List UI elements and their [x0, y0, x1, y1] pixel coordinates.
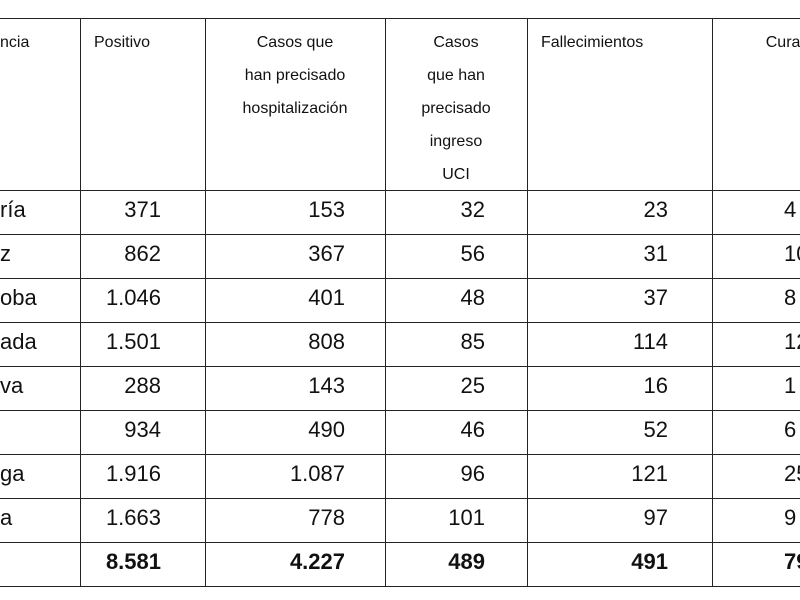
row-label: oba	[0, 285, 37, 310]
table-cell: 10	[784, 241, 800, 266]
table-cell: 143	[308, 373, 345, 398]
table-cell: 1	[784, 373, 797, 398]
row-border	[0, 278, 800, 279]
table-cell: 491	[631, 549, 668, 574]
table-cell: 12	[784, 329, 800, 354]
table-cell: 1.663	[105, 505, 161, 530]
table-cell: 4	[784, 197, 797, 222]
column-header: Fallecimientos	[541, 30, 726, 56]
table-cell: 101	[448, 505, 485, 530]
table-cell: 6	[784, 417, 797, 442]
table-cell: 96	[460, 461, 485, 486]
column-border	[712, 18, 713, 586]
table-cell: 56	[460, 241, 485, 266]
column-header: Curados	[712, 30, 800, 56]
table-cell: 1.501	[105, 329, 161, 354]
table-cell: 46	[460, 417, 485, 442]
table-cell: 31	[643, 241, 668, 266]
row-border	[0, 322, 800, 323]
table-cell: 367	[308, 241, 345, 266]
table-cell: 490	[308, 417, 345, 442]
table-cell: 489	[448, 549, 485, 574]
column-header: Casos que han precisado hospitalización	[205, 26, 385, 125]
row-label: z	[0, 241, 11, 266]
table-cell: 8	[784, 285, 797, 310]
table-cell: 85	[460, 329, 485, 354]
column-border	[385, 18, 386, 586]
row-label: ada	[0, 329, 37, 354]
row-border	[0, 542, 800, 543]
table-cell: 808	[308, 329, 345, 354]
table-cell: 48	[460, 285, 485, 310]
table-cell: 9	[784, 505, 797, 530]
table-cell: 371	[124, 197, 161, 222]
table-border	[0, 18, 800, 19]
column-border	[527, 18, 528, 586]
row-label: a	[0, 505, 13, 530]
header-line: Casos	[433, 34, 479, 51]
header-line: Curados	[765, 34, 800, 51]
header-line: que han	[427, 67, 485, 84]
table-cell: 52	[643, 417, 668, 442]
table-cell: 778	[308, 505, 345, 530]
row-label: ga	[0, 461, 25, 486]
table-cell: 121	[631, 461, 668, 486]
header-line: UCI	[442, 166, 470, 183]
table-cell: 25	[784, 461, 800, 486]
table-cell: 37	[643, 285, 668, 310]
column-border	[205, 18, 206, 586]
row-label: va	[0, 373, 24, 398]
header-line: ingreso	[429, 133, 483, 150]
table-cell: 153	[308, 197, 345, 222]
table-cell: 1.046	[105, 285, 161, 310]
table-cell: 401	[308, 285, 345, 310]
header-line: han precisado	[244, 67, 346, 84]
header-line: Positivo	[94, 34, 151, 51]
table-cell: 25	[460, 373, 485, 398]
header-line: Fallecimientos	[541, 34, 644, 51]
table-cell: 1.087	[289, 461, 345, 486]
table-cell: 32	[460, 197, 485, 222]
table-cell: 862	[124, 241, 161, 266]
row-border	[0, 454, 800, 455]
column-border	[80, 18, 81, 586]
row-border	[0, 234, 800, 235]
header-line: ncia	[0, 34, 30, 51]
header-line: Casos que	[256, 34, 334, 51]
row-border	[0, 190, 800, 191]
table-cell: 79	[784, 549, 800, 574]
row-label: ría	[0, 197, 26, 222]
column-header: Casos que han precisado ingreso UCI	[385, 26, 527, 191]
table-cell: 4.227	[289, 549, 345, 574]
table-cell: 288	[124, 373, 161, 398]
row-border	[0, 410, 800, 411]
table-cell: 97	[643, 505, 668, 530]
row-border	[0, 366, 800, 367]
table-cell: 8.581	[105, 549, 161, 574]
table-cell: 16	[643, 373, 668, 398]
header-line: hospitalización	[242, 100, 348, 117]
table-cell: 1.916	[105, 461, 161, 486]
column-header: ncia	[0, 30, 78, 56]
table-cell: 934	[124, 417, 161, 442]
header-line: precisado	[421, 100, 491, 117]
table-cell: 114	[632, 329, 668, 354]
row-border	[0, 586, 800, 587]
row-border	[0, 498, 800, 499]
column-header: Positivo	[94, 30, 219, 56]
table-cell: 23	[643, 197, 668, 222]
